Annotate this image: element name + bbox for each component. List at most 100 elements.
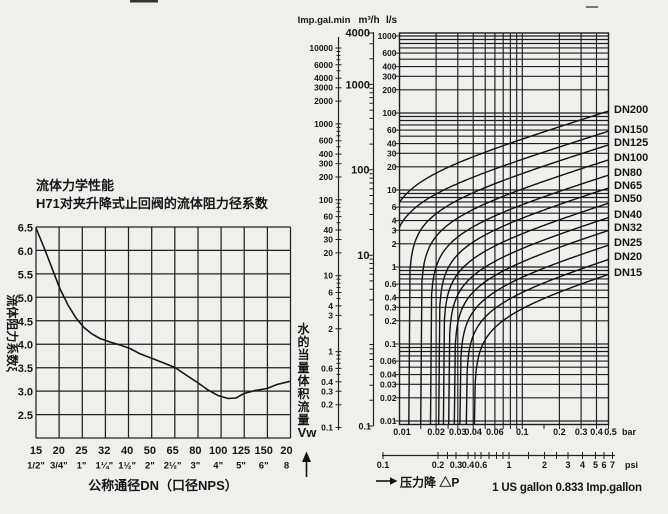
svg-text:5: 5 [593,460,598,470]
svg-text:1000: 1000 [346,80,370,92]
svg-text:100: 100 [209,445,227,457]
svg-text:8: 8 [284,461,289,472]
svg-text:量: 量 [297,361,309,375]
svg-text:0.5: 0.5 [604,427,617,437]
svg-text:4: 4 [580,460,585,470]
svg-text:15: 15 [30,445,42,457]
svg-text:600: 600 [319,136,333,146]
svg-text:2000: 2000 [314,96,333,106]
svg-text:0.06: 0.06 [380,356,397,366]
svg-text:3": 3" [191,461,201,472]
svg-text:4.0: 4.0 [18,340,33,352]
svg-text:流体阻力系数ξ: 流体阻力系数ξ [5,294,20,372]
svg-text:DN80: DN80 [614,167,642,179]
svg-text:10: 10 [324,271,334,281]
svg-text:DN125: DN125 [614,137,648,149]
svg-text:60: 60 [387,125,397,135]
svg-text:Imp.gal.min: Imp.gal.min [298,15,351,26]
svg-text:DN40: DN40 [614,209,642,221]
svg-text:DN100: DN100 [614,152,648,164]
svg-text:DN15: DN15 [614,267,642,279]
svg-text:0.1: 0.1 [358,422,371,432]
svg-text:0.3: 0.3 [575,427,588,437]
svg-text:1½": 1½" [118,461,136,472]
svg-text:0.3: 0.3 [321,386,333,396]
svg-text:30: 30 [324,235,334,245]
svg-text:4: 4 [328,301,333,311]
svg-text:2: 2 [328,324,333,334]
svg-text:65: 65 [166,445,178,457]
svg-text:DN150: DN150 [614,124,648,136]
svg-text:0.3: 0.3 [450,460,463,470]
svg-text:2: 2 [542,460,547,470]
svg-text:20: 20 [53,445,65,457]
svg-text:0.4: 0.4 [385,293,397,303]
svg-text:5": 5" [236,461,246,472]
svg-text:80: 80 [189,445,201,457]
svg-text:DN25: DN25 [614,237,642,249]
svg-text:200: 200 [319,172,333,182]
svg-text:的: 的 [297,334,309,349]
svg-text:0.04: 0.04 [380,370,397,380]
svg-text:200: 200 [382,85,396,95]
svg-text:0.4: 0.4 [321,377,333,387]
svg-text:100: 100 [351,165,369,177]
svg-text:3: 3 [392,225,397,235]
svg-text:100: 100 [319,195,333,205]
svg-text:2½": 2½" [164,461,182,472]
svg-text:2: 2 [392,239,397,249]
svg-text:0.6: 0.6 [475,460,488,470]
svg-text:5.5: 5.5 [18,269,33,281]
svg-text:0.3: 0.3 [385,302,397,312]
svg-text:4000: 4000 [346,28,370,40]
svg-text:40: 40 [121,445,133,457]
svg-text:20: 20 [387,162,397,172]
svg-text:0.2: 0.2 [432,460,445,470]
svg-text:3/4": 3/4" [50,461,68,472]
svg-text:0.1: 0.1 [516,427,529,437]
svg-text:32: 32 [98,445,110,457]
svg-text:300: 300 [382,71,396,81]
svg-text:25: 25 [75,445,87,457]
svg-text:4000: 4000 [314,73,333,83]
svg-text:1000: 1000 [314,119,333,129]
svg-text:1¼": 1¼" [95,461,113,472]
svg-text:0.03: 0.03 [449,427,467,437]
svg-text:1: 1 [328,347,333,357]
svg-text:0.4: 0.4 [590,427,603,437]
svg-text:DN65: DN65 [614,180,642,192]
svg-text:150: 150 [255,445,273,457]
svg-text:6.5: 6.5 [18,223,33,235]
svg-text:当: 当 [297,347,309,362]
svg-text:6: 6 [392,202,397,212]
svg-text:300: 300 [319,159,333,169]
svg-text:10000: 10000 [309,43,333,53]
svg-text:400: 400 [319,149,333,159]
svg-text:l/s: l/s [386,15,398,26]
svg-text:psi: psi [625,460,638,470]
svg-text:6: 6 [328,288,333,298]
svg-text:0.4: 0.4 [462,460,475,470]
svg-text:6": 6" [259,461,269,472]
svg-text:6000: 6000 [314,60,333,70]
svg-text:0.2: 0.2 [385,316,397,326]
svg-text:体: 体 [297,373,310,388]
svg-text:4": 4" [213,461,223,472]
svg-text:0.01: 0.01 [393,427,411,437]
svg-text:0.1: 0.1 [321,423,333,433]
svg-text:流: 流 [297,399,309,414]
svg-text:DN20: DN20 [614,251,642,263]
svg-text:0.6: 0.6 [385,279,397,289]
svg-text:压力降 △P: 压力降 △P [400,475,459,490]
svg-text:40: 40 [324,225,334,235]
svg-text:100: 100 [382,108,396,118]
svg-text:1: 1 [392,262,397,272]
svg-text:0.1: 0.1 [385,339,397,349]
svg-text:2.5: 2.5 [18,410,33,422]
svg-text:40: 40 [387,139,397,149]
svg-text:1: 1 [506,460,511,470]
svg-text:125: 125 [232,445,250,457]
svg-text:7: 7 [610,460,615,470]
svg-text:bar: bar [622,427,637,437]
svg-text:10: 10 [387,185,397,195]
